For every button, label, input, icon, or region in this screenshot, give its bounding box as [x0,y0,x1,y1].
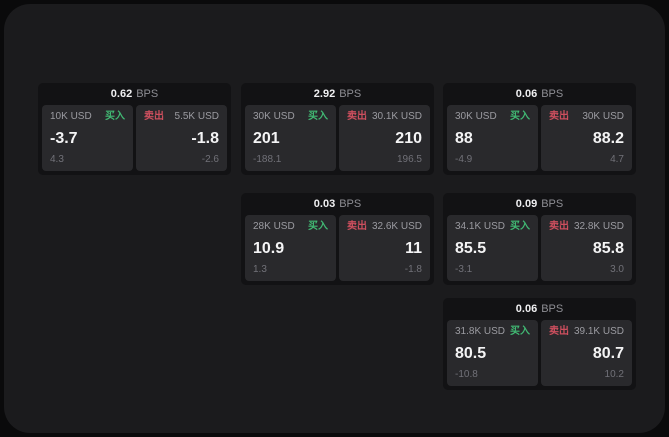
buy-amount: 28K USD [253,221,295,232]
buy-delta: -4.9 [455,154,473,165]
sell-price: 11 [405,239,422,257]
sell-tile[interactable]: 卖出 32.6K USD 11 -1.8 [339,215,430,281]
buy-tile[interactable]: 30K USD 买入 88 -4.9 [447,105,538,171]
buy-amount: 34.1K USD [455,221,506,232]
buy-tile[interactable]: 31.8K USD 买入 80.5 -10.8 [447,320,538,386]
buy-delta: -188.1 [253,154,282,165]
card-header: 0.06 BPS [443,83,636,105]
quote-card-6: 0.06 BPS 31.8K USD 买入 80.5 -10.8 卖出 39.1… [443,298,636,390]
buy-delta: -10.8 [455,369,478,380]
sell-delta: 196.5 [396,154,422,165]
buy-delta: 1.3 [253,264,267,275]
bps-unit-label: BPS [541,88,564,100]
sell-amount: 30K USD [582,111,624,122]
sell-price: 88.2 [592,129,624,147]
sell-tile[interactable]: 卖出 5.5K USD -1.8 -2.6 [136,105,227,171]
main-panel: 0.62 BPS 10K USD 买入 -3.7 4.3 卖出 5.5K USD [4,4,665,433]
card-body: 31.8K USD 买入 80.5 -10.8 卖出 39.1K USD 80.… [443,320,636,390]
buy-delta: -3.1 [455,264,473,275]
buy-amount: 30K USD [253,111,295,122]
bps-unit-label: BPS [136,88,159,100]
buy-amount: 31.8K USD [455,326,506,337]
buy-label: 买入 [308,221,328,232]
sell-tile[interactable]: 卖出 32.8K USD 85.8 3.0 [541,215,632,281]
sell-label: 卖出 [347,221,367,232]
sell-delta: -2.6 [201,154,219,165]
card-body: 28K USD 买入 10.9 1.3 卖出 32.6K USD 11 -1.8 [241,215,434,285]
sell-amount: 32.8K USD [573,221,624,232]
card-header: 0.09 BPS [443,193,636,215]
bps-unit-label: BPS [541,198,564,210]
buy-delta: 4.3 [50,154,64,165]
buy-price: 80.5 [455,344,487,362]
quote-card-1: 0.62 BPS 10K USD 买入 -3.7 4.3 卖出 5.5K USD [38,83,231,175]
quote-card-3: 0.06 BPS 30K USD 买入 88 -4.9 卖出 30K USD [443,83,636,175]
bps-value: 0.62 [110,88,133,100]
bps-unit-label: BPS [541,303,564,315]
sell-amount: 5.5K USD [174,111,219,122]
sell-tile[interactable]: 卖出 30K USD 88.2 4.7 [541,105,632,171]
sell-label: 卖出 [549,221,569,232]
quote-card-4: 0.03 BPS 28K USD 买入 10.9 1.3 卖出 32.6K US… [241,193,434,285]
bps-value: 0.03 [313,198,336,210]
sell-price: -1.8 [191,129,219,147]
quote-card-5: 0.09 BPS 34.1K USD 买入 85.5 -3.1 卖出 32.8K… [443,193,636,285]
bps-value: 0.06 [515,303,538,315]
buy-price: 85.5 [455,239,487,257]
buy-price: 88 [455,129,473,147]
bps-unit-label: BPS [339,198,362,210]
sell-price: 80.7 [592,344,624,362]
sell-price: 85.8 [592,239,624,257]
buy-price: 10.9 [253,239,285,257]
buy-tile[interactable]: 34.1K USD 买入 85.5 -3.1 [447,215,538,281]
sell-delta: 10.2 [604,369,624,380]
sell-tile[interactable]: 卖出 39.1K USD 80.7 10.2 [541,320,632,386]
card-body: 10K USD 买入 -3.7 4.3 卖出 5.5K USD -1.8 -2.… [38,105,231,175]
sell-label: 卖出 [144,111,164,122]
sell-tile[interactable]: 卖出 30.1K USD 210 196.5 [339,105,430,171]
buy-label: 买入 [510,111,530,122]
buy-tile[interactable]: 10K USD 买入 -3.7 4.3 [42,105,133,171]
buy-tile[interactable]: 30K USD 买入 201 -188.1 [245,105,336,171]
sell-amount: 30.1K USD [371,111,422,122]
buy-amount: 30K USD [455,111,497,122]
buy-label: 买入 [510,221,530,232]
bps-value: 2.92 [313,88,336,100]
sell-delta: 3.0 [610,264,624,275]
sell-label: 卖出 [347,111,367,122]
buy-label: 买入 [510,326,530,337]
buy-tile[interactable]: 28K USD 买入 10.9 1.3 [245,215,336,281]
quote-card-2: 2.92 BPS 30K USD 买入 201 -188.1 卖出 30.1K … [241,83,434,175]
buy-price: 201 [253,129,280,147]
card-header: 0.03 BPS [241,193,434,215]
bps-unit-label: BPS [339,88,362,100]
sell-amount: 39.1K USD [573,326,624,337]
sell-label: 卖出 [549,111,569,122]
card-body: 30K USD 买入 201 -188.1 卖出 30.1K USD 210 1… [241,105,434,175]
sell-delta: 4.7 [610,154,624,165]
card-header: 2.92 BPS [241,83,434,105]
sell-amount: 32.6K USD [371,221,422,232]
buy-label: 买入 [105,111,125,122]
buy-price: -3.7 [50,129,78,147]
buy-amount: 10K USD [50,111,92,122]
buy-label: 买入 [308,111,328,122]
card-body: 30K USD 买入 88 -4.9 卖出 30K USD 88.2 4.7 [443,105,636,175]
sell-price: 210 [395,129,422,147]
card-body: 34.1K USD 买入 85.5 -3.1 卖出 32.8K USD 85.8… [443,215,636,285]
sell-label: 卖出 [549,326,569,337]
card-header: 0.62 BPS [38,83,231,105]
bps-value: 0.06 [515,88,538,100]
bps-value: 0.09 [515,198,538,210]
sell-delta: -1.8 [404,264,422,275]
card-header: 0.06 BPS [443,298,636,320]
